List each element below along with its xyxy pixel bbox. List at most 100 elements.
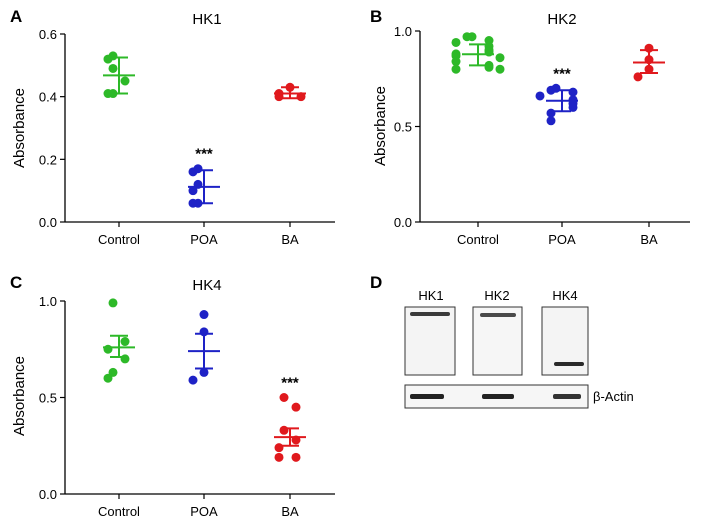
panel-letter: B	[370, 7, 382, 26]
data-point	[644, 55, 654, 65]
blot-membrane-hk2	[472, 306, 523, 376]
blot-band-hk2	[480, 313, 516, 317]
blot-band-actin-hk4	[553, 394, 581, 399]
blot-lane-label: HK4	[552, 288, 577, 303]
data-point	[274, 452, 284, 462]
data-point	[484, 47, 494, 57]
y-tick-label: 0.2	[39, 152, 57, 167]
data-point	[568, 102, 578, 112]
x-tick-label: BA	[281, 504, 299, 519]
panel-letter: D	[370, 273, 382, 292]
data-point	[199, 310, 209, 320]
panel-d-western-blot: D HK1 HK2 HK4 β-Actin	[370, 273, 634, 409]
x-tick-label: BA	[281, 232, 299, 247]
data-marks: ***	[451, 32, 665, 126]
x-tick-label: POA	[190, 232, 218, 247]
data-point	[633, 72, 643, 82]
data-marks: ***	[103, 51, 306, 208]
significance-label: ***	[553, 65, 571, 82]
data-point	[188, 198, 198, 208]
x-tick-label: POA	[190, 504, 218, 519]
data-point	[120, 76, 130, 86]
data-point	[462, 32, 472, 42]
data-point	[103, 344, 113, 354]
data-point	[199, 367, 209, 377]
data-point	[291, 435, 301, 445]
data-point	[546, 116, 556, 126]
y-tick-label: 1.0	[394, 24, 412, 39]
data-point	[546, 85, 556, 95]
blot-band-hk4	[554, 362, 584, 366]
y-ticks: 0.0 0.5 1.0	[394, 24, 420, 230]
y-ticks: 0.0 0.5 1.0	[39, 294, 65, 502]
data-point	[274, 92, 284, 102]
y-tick-label: 0.4	[39, 90, 57, 105]
data-point	[193, 179, 203, 189]
data-point	[120, 354, 130, 364]
blot-membrane-hk1	[404, 306, 456, 376]
data-point	[546, 108, 556, 118]
data-point	[495, 53, 505, 63]
data-point	[108, 298, 118, 308]
y-tick-label: 0.5	[39, 391, 57, 406]
x-tick-label: POA	[548, 232, 576, 247]
y-tick-label: 0.0	[39, 215, 57, 230]
data-point	[484, 62, 494, 72]
chart-title: HK1	[192, 11, 221, 28]
panel-letter: C	[10, 273, 22, 292]
x-tick-label: Control	[98, 504, 140, 519]
chart-title: HK2	[547, 11, 576, 28]
y-axis-label: Absorbance	[11, 88, 28, 168]
data-point	[296, 92, 306, 102]
data-point	[495, 64, 505, 74]
data-point	[451, 64, 461, 74]
blot-band-actin-hk1	[410, 394, 444, 399]
data-point	[274, 443, 284, 453]
data-point	[188, 167, 198, 177]
x-tick-label: Control	[98, 232, 140, 247]
x-tick-labels: Control POA BA	[98, 494, 299, 519]
blot-lane-label: HK1	[418, 288, 443, 303]
data-point	[199, 327, 209, 337]
y-tick-label: 0.0	[394, 215, 412, 230]
data-point	[120, 337, 130, 347]
data-point	[279, 393, 289, 402]
data-point	[103, 54, 113, 64]
x-tick-labels: Control POA BA	[98, 222, 299, 247]
blot-band-actin-hk2	[482, 394, 514, 399]
y-axis-label: Absorbance	[11, 356, 28, 436]
data-point	[451, 37, 461, 47]
data-point	[644, 64, 654, 74]
data-point	[279, 425, 289, 435]
blot-lane-label: HK2	[484, 288, 509, 303]
data-point	[644, 43, 654, 53]
y-tick-label: 1.0	[39, 294, 57, 309]
significance-label: ***	[281, 375, 299, 392]
significance-label: ***	[195, 146, 213, 163]
panel-letter: A	[10, 7, 22, 26]
data-point	[535, 91, 545, 101]
data-point	[291, 452, 301, 462]
blot-band-hk1	[410, 312, 450, 316]
panel-c-hk4: C HK4 Absorbance 0.00.51.0 Control POA BA …	[10, 273, 335, 519]
data-point	[103, 373, 113, 383]
x-tick-labels: Control POA BA	[457, 222, 658, 247]
data-marks: ***	[103, 298, 306, 462]
data-point	[568, 87, 578, 97]
y-ticks: 0.0 0.2 0.4 0.6	[39, 27, 65, 230]
y-tick-label: 0.0	[39, 487, 57, 502]
data-point	[188, 375, 198, 385]
data-point	[291, 402, 301, 412]
x-tick-label: BA	[640, 232, 658, 247]
panel-b-hk2: B HK2 Absorbance 0.00.51.0 Control POA BA …	[370, 7, 690, 247]
loading-control-label: β-Actin	[593, 389, 634, 404]
y-axis-label: Absorbance	[372, 86, 389, 166]
data-point	[285, 82, 295, 92]
data-point	[451, 57, 461, 67]
y-tick-label: 0.6	[39, 27, 57, 42]
data-point	[108, 63, 118, 73]
chart-title: HK4	[192, 277, 221, 294]
y-tick-label: 0.5	[394, 120, 412, 135]
x-tick-label: Control	[457, 232, 499, 247]
